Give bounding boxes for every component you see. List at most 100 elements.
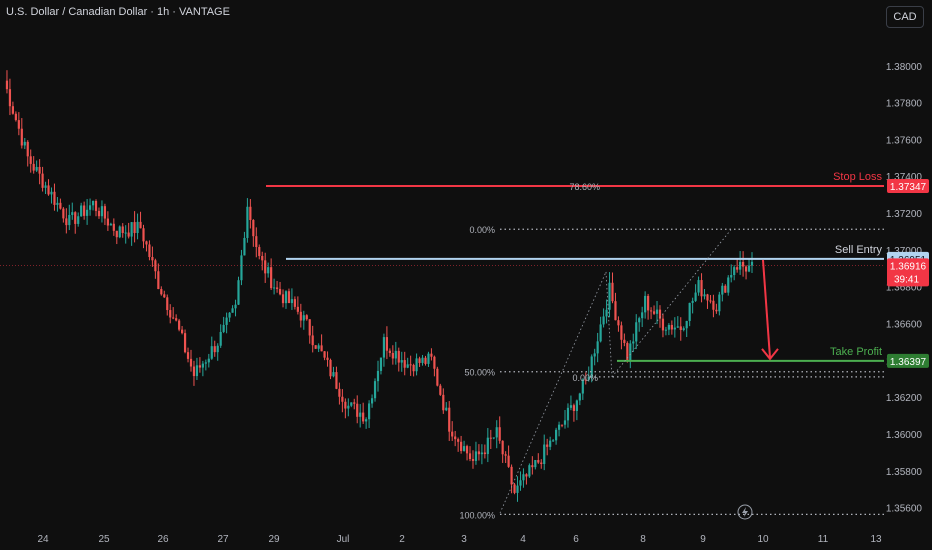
candle-body <box>436 368 439 386</box>
candle-body <box>602 316 605 325</box>
candle-body <box>210 346 213 359</box>
candle-body <box>406 364 409 368</box>
candle-body <box>620 325 623 340</box>
time-tick-label: 11 <box>818 534 829 545</box>
candle-body <box>145 241 148 245</box>
candle-body <box>629 343 632 362</box>
candle-body <box>270 267 273 289</box>
candle-body <box>287 291 291 304</box>
candle-body <box>317 345 320 349</box>
candle-body <box>424 357 427 364</box>
price-tick-label: 1.36600 <box>886 320 923 331</box>
candle-body <box>581 379 584 394</box>
chart-title: U.S. Dollar / Canadian Dollar · 1h · VAN… <box>6 6 230 18</box>
candle-body <box>284 291 288 304</box>
candle-body <box>465 446 469 454</box>
candle-body <box>543 444 546 464</box>
candle-body <box>323 351 326 358</box>
candle-body <box>347 405 350 409</box>
candle-body <box>183 333 187 353</box>
candle-body <box>661 318 665 331</box>
candle-body <box>685 320 688 329</box>
candle-body <box>667 324 670 330</box>
candle-body <box>566 407 570 421</box>
candle-body <box>578 393 581 401</box>
candle-body <box>246 206 249 238</box>
stop-loss-label: Stop Loss <box>833 171 882 183</box>
candle-body <box>240 255 243 281</box>
price-tick-label: 1.37800 <box>886 99 923 110</box>
price-tick-label: 1.36200 <box>886 393 923 404</box>
candle-body <box>611 282 614 302</box>
candle-body <box>8 89 12 107</box>
candle-body <box>534 460 537 468</box>
candle-body <box>474 451 478 461</box>
candle-body <box>546 444 549 447</box>
candle-body <box>724 285 727 293</box>
current-price-badge: 1.36916 <box>890 261 927 272</box>
candle-body <box>281 294 285 304</box>
candle-body <box>50 191 53 195</box>
candle-body <box>457 439 460 442</box>
candle-body <box>264 260 267 274</box>
candle-body <box>575 400 578 412</box>
time-tick-label: 6 <box>573 534 579 545</box>
candle-body <box>216 345 219 353</box>
candle-body <box>290 299 294 304</box>
currency-button[interactable]: CAD <box>886 6 924 28</box>
candle-body <box>234 304 237 309</box>
candle-body <box>658 309 662 319</box>
candle-body <box>519 480 522 486</box>
price-tick-label: 1.36800 <box>886 283 923 294</box>
candle-body <box>744 266 748 272</box>
fib-trend-line <box>605 271 613 377</box>
candle-body <box>261 255 264 261</box>
fib-label: 78.60% <box>569 182 600 192</box>
candle-body <box>439 385 442 395</box>
candle-body <box>370 398 374 404</box>
current-price-badge-bg <box>887 258 929 287</box>
candle-body <box>415 358 418 372</box>
candle-body <box>222 324 225 332</box>
candle-body <box>112 223 115 231</box>
candle-body <box>376 370 380 382</box>
candle-body <box>563 420 567 425</box>
candle-body <box>382 337 386 358</box>
time-tick-label: 2 <box>399 534 405 545</box>
fib-label: 100.00% <box>459 510 495 520</box>
candle-body <box>605 309 608 317</box>
candle-body <box>454 436 457 440</box>
time-tick-label: 10 <box>757 534 769 545</box>
candle-body <box>739 261 742 270</box>
candle-body <box>655 309 659 314</box>
candle-body <box>109 223 112 226</box>
candle-body <box>225 317 228 325</box>
candle-body <box>522 474 525 481</box>
candle-body <box>528 465 531 477</box>
time-tick-label: 26 <box>157 534 169 545</box>
candle-body <box>139 221 142 229</box>
candle-body <box>332 372 335 377</box>
candle-body <box>504 454 507 456</box>
candle-body <box>41 173 44 188</box>
candle-body <box>160 289 163 295</box>
candle-body <box>88 205 92 210</box>
candle-body <box>397 350 400 363</box>
candle-body <box>299 311 302 321</box>
candle-body <box>593 353 596 357</box>
lightning-icon-ring <box>737 504 753 520</box>
candle-body <box>468 453 472 460</box>
candle-body <box>293 299 296 307</box>
candle-body <box>510 466 513 485</box>
take-profit-price-badge-bg <box>887 353 929 368</box>
price-tick-label: 1.37000 <box>886 246 923 257</box>
candle-body <box>94 200 98 211</box>
candle-body <box>614 301 617 321</box>
candle-body <box>733 267 736 276</box>
candle-body <box>329 359 332 377</box>
candle-body <box>647 295 650 311</box>
candle-body <box>750 261 754 266</box>
candle-body <box>507 455 510 467</box>
chart-overlays: Stop Loss Sell Entry Take Profit 78.60% 0.00… <box>0 171 884 520</box>
